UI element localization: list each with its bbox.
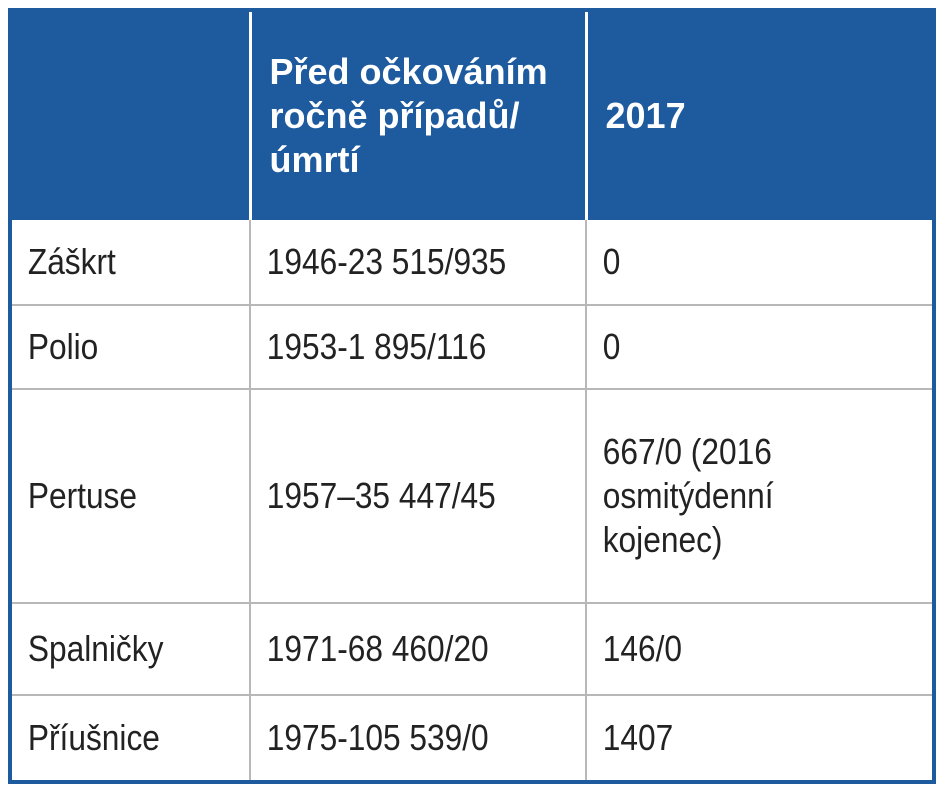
table-body: Záškrt 1946-23 515/935 0 Polio 1953-1 89…	[12, 220, 932, 780]
cell-2017: 0	[586, 304, 891, 391]
cell-disease: Příušnice	[12, 695, 223, 780]
cell-before: 1946-23 515/935	[250, 220, 547, 306]
header-cell-before-vaccination: Před očkováním ročně případů/úmrtí	[250, 12, 588, 220]
cell-before: 1975-105 539/0	[250, 695, 547, 780]
header-row: Před očkováním ročně případů/úmrtí 2017	[12, 12, 932, 220]
cell-before: 1957–35 447/45	[250, 389, 547, 604]
table-row: Příušnice 1975-105 539/0 1407	[12, 695, 932, 780]
cell-2017: 1407	[602, 717, 674, 759]
header-cell-disease	[12, 12, 252, 220]
cell-2017: 0	[586, 220, 891, 306]
cell-disease: Spalničky	[12, 602, 223, 697]
vaccination-table-frame: Před očkováním ročně případů/úmrtí 2017 …	[8, 8, 936, 784]
cell-before: 1971-68 460/20	[250, 602, 547, 697]
cell-disease: Pertuse	[12, 389, 223, 604]
vaccination-table: Před očkováním ročně případů/úmrtí 2017 …	[12, 12, 932, 780]
header-cell-2017: 2017	[586, 12, 932, 220]
table-row: Pertuse 1957–35 447/45 667/0 (2016 osmit…	[12, 389, 932, 604]
header-before-vaccination-label: Před očkováním ročně případů/úmrtí	[269, 51, 548, 180]
cell-before: 1953-1 895/116	[250, 304, 547, 391]
cell-2017: 146/0	[586, 602, 891, 697]
table-row: Spalničky 1971-68 460/20 146/0	[12, 602, 932, 697]
cell-2017: 667/0 (2016 osmitýdenní kojenec)	[586, 389, 891, 604]
table-row: Polio 1953-1 895/116 0	[12, 304, 932, 391]
table-row: Záškrt 1946-23 515/935 0	[12, 220, 932, 306]
table-header: Před očkováním ročně případů/úmrtí 2017	[12, 12, 932, 220]
cell-disease: Záškrt	[12, 220, 223, 306]
cell-disease: Polio	[12, 304, 223, 391]
